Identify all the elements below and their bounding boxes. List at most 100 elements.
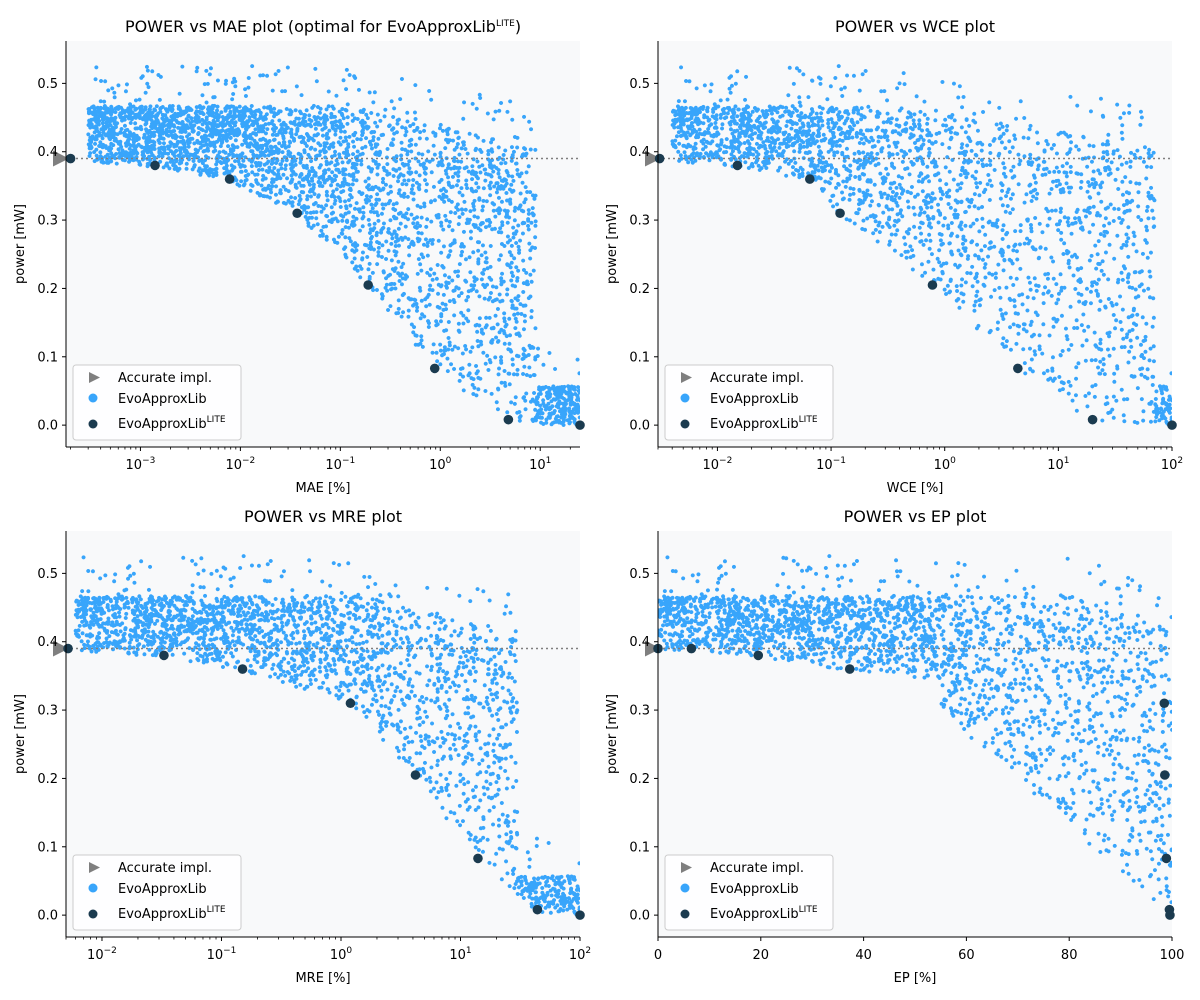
legend: Accurate impl. EvoApproxLibEvoApproxLibLI… (72, 854, 242, 931)
y-tick-label: 0.5 (629, 567, 650, 582)
x-tick-label: 10−2 (87, 946, 117, 963)
legend-evo-marker (88, 393, 98, 403)
x-tick-label-base: 10 (87, 948, 104, 963)
x-tick-label: 10−2 (225, 456, 255, 473)
x-tick-label-base: 10 (449, 948, 466, 963)
x-tick-label: 40 (855, 948, 872, 963)
legend-evo-marker (680, 393, 690, 403)
evoapproxlib-point-cloud (670, 64, 1172, 427)
x-tick-label-base: 10 (126, 458, 143, 473)
evoapproxlib-points (73, 554, 580, 917)
lite-point-5 (927, 280, 938, 290)
y-tick-label: 0.5 (37, 77, 58, 92)
legend-box (664, 854, 834, 931)
chart-title-sup: LITE (496, 19, 515, 29)
y-axis-label: power [mW] (13, 204, 28, 284)
x-tick-label: 10−1 (816, 456, 846, 473)
y-tick-label: 0.0 (37, 909, 58, 924)
lite-point-5 (363, 280, 373, 290)
legend-lite-label: EvoApproxLibLITE (118, 905, 226, 922)
evoapproxlib-point-cloud (86, 64, 580, 427)
legend-accurate-marker (89, 862, 100, 873)
x-tick-label-sup: 2 (585, 946, 591, 956)
evoapproxlib-points (658, 554, 1172, 912)
x-tick-label: 100 (1160, 948, 1185, 963)
lite-point-2 (159, 650, 169, 661)
legend-lite-marker (680, 909, 690, 919)
lite-point-7 (532, 904, 543, 915)
x-tick-label-sup: 0 (446, 456, 452, 466)
x-axis-label: MRE [%] (295, 971, 350, 986)
legend-lite-label-sup: LITE (207, 905, 226, 915)
y-tick-label: 0.3 (37, 214, 58, 229)
x-tick-label-base: 10 (207, 948, 224, 963)
x-tick-label-sup: −2 (719, 456, 732, 466)
legend-box (72, 364, 242, 441)
lite-point-7 (503, 414, 514, 425)
y-tick-label: 0.0 (37, 419, 58, 434)
lite-point-7 (1087, 414, 1098, 425)
legend-lite-label-sup: LITE (799, 415, 818, 425)
x-tick-label: 101 (1047, 456, 1069, 473)
y-tick-label: 0.4 (37, 145, 58, 160)
legend-accurate-label: Accurate impl. (118, 861, 212, 876)
legend-accurate-marker (681, 862, 692, 873)
y-axis-label: power [mW] (605, 694, 620, 774)
chart-panel-1: 0.00.10.20.30.40.510−3 10−2 10−1 100 101MAE … (13, 17, 585, 496)
legend-accurate-label: Accurate impl. (710, 371, 804, 386)
chart-title: POWER vs MAE plot (optimal for EvoApprox… (125, 17, 521, 36)
lite-point-4 (292, 208, 302, 219)
y-tick-label: 0.2 (629, 772, 650, 787)
legend: Accurate impl.EvoApproxLibEvoApproxLibLI… (664, 854, 834, 931)
legend: Accurate impl.EvoApproxLibEvoApproxLibLI… (72, 364, 242, 441)
legend-lite-marker (88, 909, 98, 919)
y-tick-label: 0.2 (37, 772, 58, 787)
x-tick-label-sup: 1 (546, 456, 552, 466)
lite-point-3 (753, 650, 764, 661)
x-tick-label-base: 10 (816, 458, 833, 473)
lite-point-4 (835, 208, 845, 219)
chart-title-suffix: ) (515, 17, 521, 36)
lite-point-8 (575, 420, 585, 430)
y-tick-label: 0.1 (37, 840, 58, 855)
accurate-impl-marker (53, 150, 69, 167)
x-tick-label-sup: 2 (1177, 456, 1183, 466)
legend-lite-label-base: EvoApproxLib (118, 417, 207, 432)
x-tick-label-sup: −1 (342, 456, 355, 466)
lite-point-3 (237, 664, 248, 674)
y-tick-label: 0.1 (37, 350, 58, 365)
x-tick-label-sup: −1 (223, 946, 236, 956)
lite-point-3 (224, 174, 235, 184)
x-tick-label: 10−1 (325, 456, 355, 473)
lite-point-8 (1167, 420, 1177, 430)
x-tick-label-base: 10 (1161, 458, 1178, 473)
accurate-impl-marker (645, 640, 661, 657)
legend-box (664, 364, 834, 441)
y-tick-label: 0.0 (629, 419, 650, 434)
x-axis-label: MAE [%] (296, 481, 351, 496)
lite-point-5 (1159, 698, 1170, 709)
y-tick-label: 0.4 (37, 635, 58, 650)
x-tick-label-sup: 0 (346, 946, 352, 956)
x-tick-label: 101 (449, 946, 471, 963)
lite-point-9 (1165, 910, 1175, 920)
lite-point-4 (844, 664, 855, 674)
legend-lite-label-base: EvoApproxLib (118, 907, 207, 922)
lite-point-6 (429, 363, 440, 374)
lite-point-8 (575, 910, 585, 920)
chart-title: POWER vs MRE plot (244, 507, 402, 526)
x-tick-label-sup: 1 (466, 946, 472, 956)
legend-accurate-label: Accurate impl. (118, 371, 212, 386)
x-tick-label-base: 10 (225, 458, 242, 473)
x-tick-label: 10−2 (703, 456, 733, 473)
legend-lite-label-base: EvoApproxLib (710, 907, 799, 922)
legend-lite-label: EvoApproxLibLITE (710, 415, 818, 432)
evoapproxlib-points (670, 64, 1172, 427)
x-tick-label: 60 (958, 948, 975, 963)
x-tick-label-base: 10 (429, 458, 446, 473)
x-tick-label: 100 (934, 456, 957, 473)
legend-accurate-label: Accurate impl. (710, 861, 804, 876)
